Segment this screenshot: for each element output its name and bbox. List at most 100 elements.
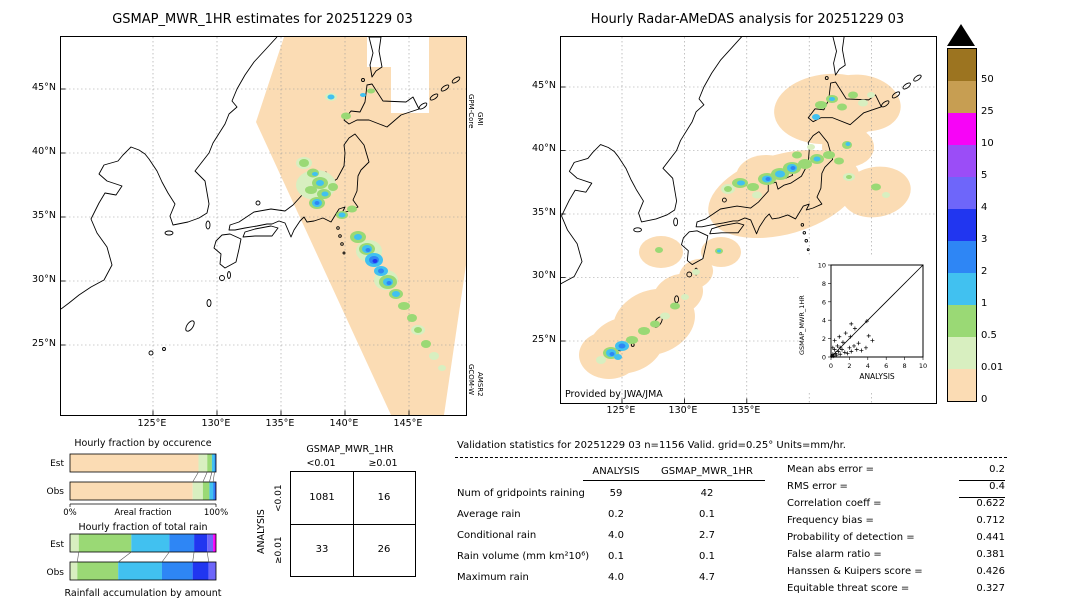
metric-row: Frequency bias = 0.712 xyxy=(787,515,1005,532)
scatter-point xyxy=(845,351,850,356)
lon-label: 130°E xyxy=(668,405,698,416)
contingency-cell: 16 xyxy=(353,472,415,525)
lat-label: 30°N xyxy=(32,274,56,285)
contingency-row-header: ≥0.01 xyxy=(274,536,284,564)
row-label-obs: Obs xyxy=(47,487,65,497)
bar-segment xyxy=(70,454,199,472)
colorbar-tick-label: 0.01 xyxy=(981,362,1004,373)
bar-segment xyxy=(192,482,203,500)
scatter-point xyxy=(854,347,859,352)
lon-label: 125°E xyxy=(606,405,636,416)
scatter-point xyxy=(838,345,843,350)
axis-label-areal-fraction: Areal fraction xyxy=(114,508,171,518)
bar-segment xyxy=(194,534,208,552)
colorbar-tick-label: 1 xyxy=(981,298,988,309)
inset-tick-label: 8 xyxy=(822,280,826,288)
scatter-point xyxy=(830,345,835,350)
lat-label: 30°N xyxy=(532,270,556,281)
graticule xyxy=(61,37,466,415)
scatter-point xyxy=(840,347,845,352)
bar-segment xyxy=(213,482,216,500)
row-label-est: Est xyxy=(50,459,64,469)
inset-scatter: 00 2 2 4 4 6 6 8 8 10 10 ANALYSIS GSMAP_MWR_1HR xyxy=(798,257,935,391)
bar-segment xyxy=(78,534,132,552)
colorbar-tick-label: 4 xyxy=(981,202,988,213)
right-map-title: Hourly Radar-AMeDAS analysis for 2025122… xyxy=(590,12,905,27)
connector-line xyxy=(202,471,208,483)
bar-segment xyxy=(215,482,216,500)
colorbar-labels: 50 25 10 5 4 3 2 1 0.5 0.01 0 xyxy=(981,0,1021,612)
metric-label: False alarm ratio = xyxy=(787,549,882,560)
stat-row-label: Num of gridpoints raining xyxy=(457,488,585,499)
stat-value: 0.2 xyxy=(608,509,624,520)
row-label-obs: Obs xyxy=(47,568,65,578)
bar-frame xyxy=(69,533,217,553)
connector-line xyxy=(209,471,213,483)
radar-analysis-map: 0 0 2 2 4 4 6 6 8 8 10 10 ANALYSIS GSMAP_MWR_1HR Pr… xyxy=(531,34,937,404)
sensor-label-gmi: GMI xyxy=(476,112,484,126)
metric-row: False alarm ratio = 0.381 xyxy=(787,549,1005,566)
connector-line xyxy=(192,551,195,563)
header-underline xyxy=(583,480,765,481)
connector-line xyxy=(161,551,170,563)
metric-row: Probability of detection = 0.441 xyxy=(787,532,1005,549)
lat-label: 40°N xyxy=(532,143,556,154)
precip-overlay xyxy=(296,88,446,371)
contingency-title: GSMAP_MWR_1HR xyxy=(306,444,394,455)
scatter-point xyxy=(852,343,856,348)
lon-label: 130°E xyxy=(201,418,231,429)
scatter-point xyxy=(837,334,842,339)
fraction-charts: Hourly fraction by occurence Est Obs 0% … xyxy=(47,438,229,599)
metric-label: Hanssen & Kuipers score = xyxy=(787,566,923,577)
metric-label: Correlation coeff = xyxy=(787,498,882,509)
one-to-one-line xyxy=(830,264,924,358)
scatter-point xyxy=(856,341,861,346)
gsmap-map-svg xyxy=(60,36,466,415)
sensor-label-gcom-w: GCOM-W xyxy=(467,364,475,396)
validation-title: Validation statistics for 20251229 03 n=… xyxy=(457,440,846,451)
colorbar-band xyxy=(948,81,976,113)
metric-value: 0.426 xyxy=(976,566,1005,577)
metric-row: Mean abs error = 0.2 xyxy=(787,464,1005,481)
scatter-point xyxy=(849,321,854,326)
inset-tick-label: 4 xyxy=(866,362,870,370)
bar-segment xyxy=(208,562,216,580)
colorbar-tick-label: 2 xyxy=(981,266,988,277)
connector-line xyxy=(192,471,199,483)
connector-line xyxy=(77,551,80,563)
colorbar-tick-label: 50 xyxy=(981,74,994,85)
stat-value: 0.1 xyxy=(699,551,715,562)
inset-tick-label: 4 xyxy=(822,317,826,325)
bar-segment xyxy=(207,454,212,472)
bar-segment xyxy=(161,562,193,580)
scatter-point xyxy=(834,353,839,358)
dashed-divider xyxy=(455,457,1007,458)
bar-segment xyxy=(169,534,195,552)
scatter-point xyxy=(832,338,837,343)
lat-label: 35°N xyxy=(32,210,56,221)
metric-row: Correlation coeff = 0.622 xyxy=(787,498,1005,515)
colorbar-band xyxy=(948,209,976,241)
scatter-point xyxy=(830,352,835,357)
stat-row-label: Conditional rain xyxy=(457,530,537,541)
metric-value: 0.622 xyxy=(976,498,1005,509)
scatter-point xyxy=(843,331,848,336)
metric-value: 0.2 xyxy=(959,464,1005,481)
axis-ticks xyxy=(561,86,748,403)
colorbar-band xyxy=(948,113,976,145)
lat-label: 25°N xyxy=(32,338,56,349)
total-rain-caption: Rainfall accumulation by amount xyxy=(65,588,222,599)
inset-tick-label: 6 xyxy=(822,298,826,306)
scatter-point xyxy=(842,350,847,355)
inset-tick-label: 0 xyxy=(822,354,826,362)
lat-label: 45°N xyxy=(532,80,556,91)
bar-segment xyxy=(202,482,210,500)
scatter-point xyxy=(863,345,868,350)
colorbar-tick-label: 3 xyxy=(981,234,988,245)
contingency-col-header: <0.01 xyxy=(306,458,336,469)
contingency-side-label: ANALYSIS xyxy=(256,509,267,554)
bar-segment xyxy=(118,562,162,580)
scatter-point xyxy=(866,333,871,338)
lon-label: 125°E xyxy=(137,418,167,429)
metric-label: Frequency bias = xyxy=(787,515,874,526)
